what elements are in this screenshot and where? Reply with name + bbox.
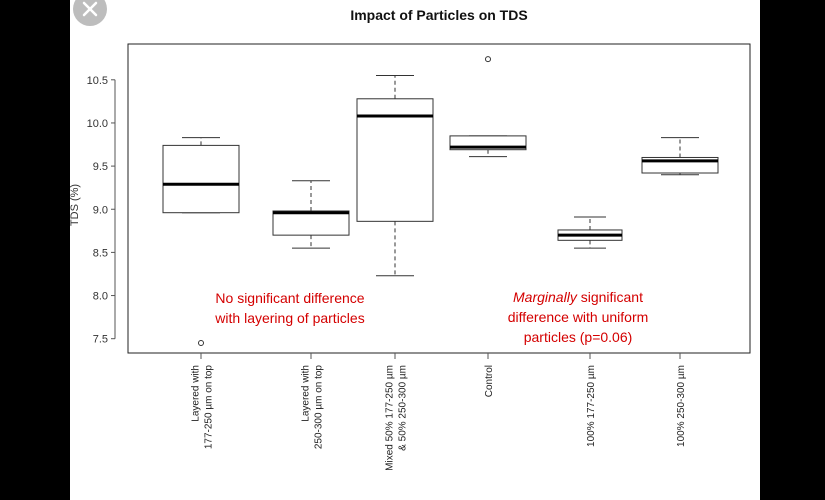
- close-button[interactable]: [73, 0, 107, 26]
- annotation-text: Marginally significant: [513, 289, 643, 305]
- box-4: [449, 56, 527, 158]
- x-category-label: 177-250 µm on top: [204, 365, 215, 450]
- box-iqr: [356, 98, 434, 222]
- box-6: [641, 137, 719, 176]
- annotation-segment: No significant difference: [215, 290, 364, 306]
- annotation-segment: difference with uniform: [508, 309, 649, 325]
- x-category-label: Control: [484, 365, 495, 397]
- annotation-segment: particles (p=0.06): [524, 329, 633, 345]
- box-1: [162, 137, 240, 347]
- x-category-label: Layered with: [191, 365, 202, 422]
- y-axis-label: TDS (%): [70, 184, 81, 226]
- outlier-point: [198, 340, 204, 347]
- outlier-point: [485, 56, 491, 63]
- y-tick-label: 8.0: [93, 291, 108, 303]
- chart-panel: Impact of Particles on TDS 7.5 8.0 8.5 9.0 9.…: [70, 0, 760, 500]
- annotation-segment: with layering of particles: [214, 310, 364, 326]
- y-tick-label: 8.5: [93, 247, 108, 259]
- plot-frame: [127, 43, 751, 354]
- y-tick-label: 7.5: [93, 334, 108, 346]
- x-category-label: 250-300 µm on top: [314, 365, 325, 450]
- box-5: [557, 216, 623, 249]
- box-plot-chart: Impact of Particles on TDS 7.5 8.0 8.5 9.0 9.…: [70, 7, 751, 471]
- y-tick-label: 10.0: [87, 118, 108, 130]
- annotation-text: difference with uniform: [508, 309, 649, 325]
- close-icon: [82, 1, 98, 17]
- box-2: [272, 180, 350, 249]
- y-tick-label: 10.5: [87, 75, 108, 87]
- x-category-label: Layered with: [301, 365, 312, 422]
- annotation-segment: significant: [577, 289, 643, 305]
- x-category-label: & 50% 250-300 µm: [398, 365, 409, 451]
- annotation-text: particles (p=0.06): [524, 329, 633, 345]
- box-iqr: [272, 210, 350, 236]
- x-category-label: 100% 250-300 µm: [676, 365, 687, 447]
- y-tick-label: 9.0: [93, 204, 108, 216]
- box-3: [356, 74, 434, 277]
- box-iqr: [162, 144, 240, 214]
- annotation-segment: Marginally: [513, 289, 578, 305]
- chart-title: Impact of Particles on TDS: [350, 7, 527, 23]
- x-category-label: Mixed 50% 177-250 µm: [385, 365, 396, 471]
- y-tick-label: 9.5: [93, 161, 108, 173]
- annotation-text: No significant difference: [215, 290, 364, 306]
- annotation-text: with layering of particles: [214, 310, 364, 326]
- x-category-label: 100% 177-250 µm: [586, 365, 597, 447]
